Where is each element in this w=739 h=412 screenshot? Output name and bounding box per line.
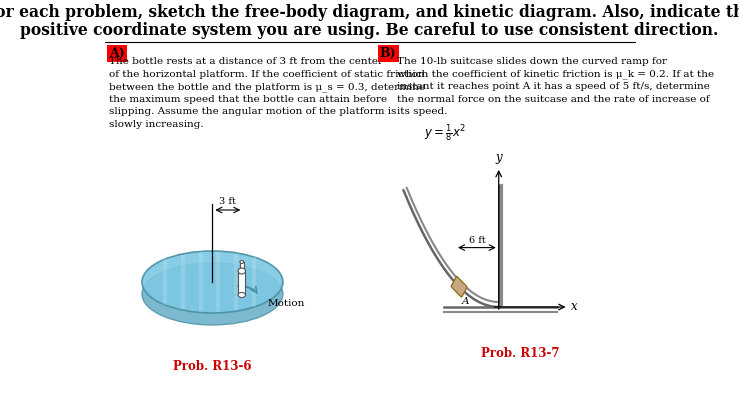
Text: instant it reaches point A it has a speed of 5 ft/s, determine: instant it reaches point A it has a spee…	[397, 82, 709, 91]
Text: x: x	[571, 300, 577, 314]
Text: between the bottle and the platform is μ_s = 0.3, determine: between the bottle and the platform is μ…	[109, 82, 425, 92]
Text: its speed.: its speed.	[397, 107, 447, 116]
Ellipse shape	[142, 263, 283, 325]
Text: y: y	[495, 151, 502, 164]
Ellipse shape	[240, 260, 244, 264]
Text: Motion: Motion	[268, 300, 305, 309]
Text: $y = \frac{1}{8}x^2$: $y = \frac{1}{8}x^2$	[424, 122, 466, 144]
Ellipse shape	[238, 293, 245, 297]
Ellipse shape	[238, 268, 245, 274]
Text: 3 ft: 3 ft	[219, 197, 236, 206]
Text: positive coordinate system you are using. Be careful to use consistent direction: positive coordinate system you are using…	[21, 22, 719, 39]
Ellipse shape	[142, 251, 283, 313]
Text: The 10-lb suitcase slides down the curved ramp for: The 10-lb suitcase slides down the curve…	[397, 57, 667, 66]
Text: the maximum speed that the bottle can attain before: the maximum speed that the bottle can at…	[109, 94, 387, 103]
Text: slipping. Assume the angular motion of the platform is: slipping. Assume the angular motion of t…	[109, 107, 396, 116]
Text: Prob. R13-7: Prob. R13-7	[482, 347, 560, 360]
Bar	[238, 271, 245, 295]
Text: The bottle rests at a distance of 3 ft from the center: The bottle rests at a distance of 3 ft f…	[109, 57, 383, 66]
FancyBboxPatch shape	[452, 276, 467, 297]
Text: A): A)	[109, 47, 125, 60]
Text: A: A	[462, 297, 469, 306]
Text: slowly increasing.: slowly increasing.	[109, 119, 203, 129]
Text: B): B)	[380, 47, 396, 60]
Text: the normal force on the suitcase and the rate of increase of: the normal force on the suitcase and the…	[397, 94, 709, 103]
Text: For each problem, sketch the free-body diagram, and kinetic diagram. Also, indic: For each problem, sketch the free-body d…	[0, 4, 739, 21]
Text: Prob. R13-6: Prob. R13-6	[173, 360, 252, 373]
Bar	[240, 262, 244, 271]
Text: which the coefficient of kinetic friction is μ_k = 0.2. If at the: which the coefficient of kinetic frictio…	[397, 70, 714, 79]
Text: 6 ft: 6 ft	[469, 236, 486, 245]
Text: of the horizontal platform. If the coefficient of static friction: of the horizontal platform. If the coeff…	[109, 70, 424, 79]
